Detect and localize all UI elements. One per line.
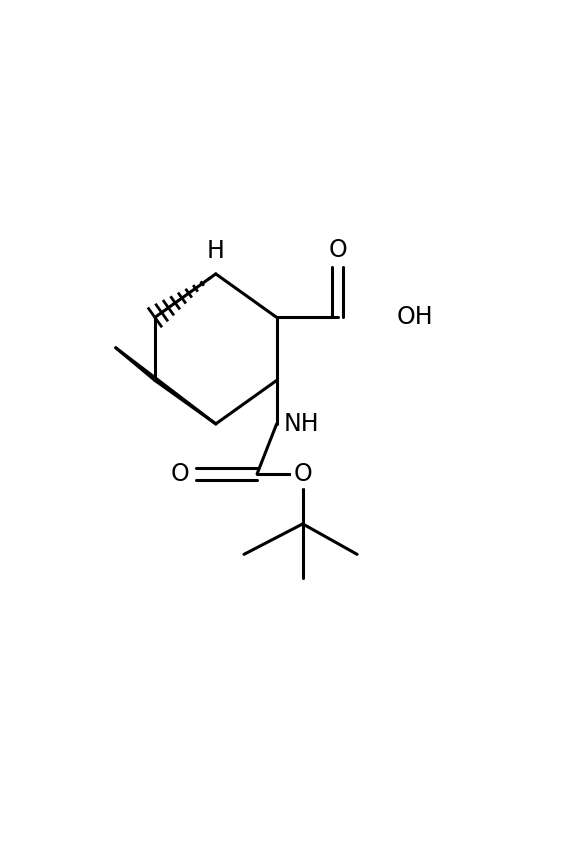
Text: O: O — [293, 462, 312, 486]
Text: H: H — [207, 239, 225, 263]
Text: O: O — [171, 462, 190, 486]
Text: NH: NH — [283, 412, 319, 436]
Text: OH: OH — [396, 305, 433, 329]
Text: O: O — [328, 238, 347, 262]
